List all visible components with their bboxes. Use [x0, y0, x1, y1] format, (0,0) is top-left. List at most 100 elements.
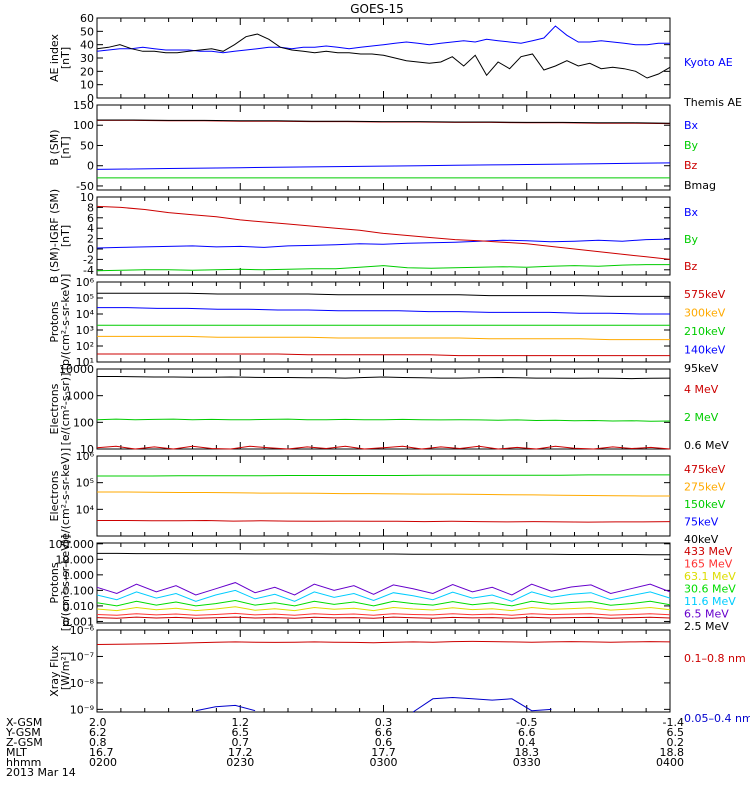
x-axis-value: 0200: [89, 756, 117, 769]
bigrf-legend-entry: Bx: [684, 206, 699, 219]
x-axis-row-label: Y-GSM: [5, 726, 41, 739]
protons2-legend-entry: 63.1 MeV: [684, 570, 736, 583]
ae-series-line: [96, 33, 671, 79]
protons2-ytick-label: 100.000: [49, 538, 95, 551]
bsm-ytick-label: 150: [73, 99, 94, 112]
x-axis-value: 0.7: [232, 736, 250, 749]
electrons2-legend-entry: 150keV: [684, 498, 726, 511]
protons2-series-line: [96, 582, 671, 596]
protons2-legend-entry: 30.6 MeV: [684, 583, 736, 596]
x-axis-value: 0.8: [89, 736, 107, 749]
bsm-legend-entry: Bx: [684, 119, 699, 132]
protons2-series-line: [96, 589, 671, 602]
electrons2-legend-entry: 40keV: [684, 533, 719, 546]
protons1-series-line: [97, 353, 670, 357]
protons1-ylabel: Protons: [48, 301, 61, 342]
bigrf-ytick-label: -2: [83, 253, 94, 266]
bigrf-ytick-label: 6: [87, 212, 94, 225]
bigrf-series-line: [96, 238, 671, 249]
x-axis-row-label: X-GSM: [6, 716, 42, 729]
protons2-legend-entry: 2.5 MeV: [684, 620, 729, 633]
bigrf-legend-entry: Bz: [684, 260, 698, 273]
protons2-legend-entry: 6.5 MeV: [684, 608, 729, 621]
ae-ytick-label: 10: [80, 79, 94, 92]
bigrf-ytick-label: 4: [87, 222, 94, 235]
ae-ytick-label: 20: [80, 65, 94, 78]
x-axis-value: 18.3: [515, 746, 540, 759]
bigrf-series-line: [96, 264, 670, 272]
protons1-legend-entry: 140keV: [684, 344, 726, 357]
bigrf-ylabel: B (SM)-IGRF (SM): [48, 189, 61, 283]
xray-ylabel: Xray Flux: [48, 645, 61, 697]
bsm-ytick-label: -50: [76, 180, 94, 193]
protons2-series-line: [97, 552, 670, 556]
protons2-ylabel: Protons: [48, 562, 61, 603]
x-axis-value: 6.2: [89, 726, 107, 739]
protons1-legend-entry: 575keV: [684, 288, 726, 301]
electrons2-series-line: [97, 491, 670, 497]
plot-title: GOES-15: [350, 2, 404, 16]
protons2-ytick-label: 0.001: [63, 615, 95, 628]
electrons2-series-line: [97, 474, 670, 477]
electrons1-frame: [96, 368, 671, 450]
protons1-ytick-label: 10¹: [76, 356, 94, 369]
protons1-series-line: [97, 292, 670, 297]
bigrf-frame: [96, 196, 671, 276]
ae-ytick-label: 0: [87, 92, 94, 105]
x-axis-value: 17.7: [371, 746, 396, 759]
x-axis-value: 0.2: [667, 736, 685, 749]
protons2-ylabel: [p/(cm²-s-sr-keV)]: [59, 535, 72, 632]
electrons2-frame: [96, 455, 671, 537]
electrons1-legend-entry: 0.6 MeV: [684, 439, 729, 452]
x-axis-value: 0.3: [375, 716, 393, 729]
x-axis-value: 0400: [656, 756, 684, 769]
protons1-series-line: [97, 307, 670, 315]
bsm-series-line: [96, 162, 671, 170]
protons1-ylabel: [p/(cm²-s-sr-keV)]: [59, 274, 72, 371]
bigrf-ytick-label: -4: [83, 264, 94, 277]
x-axis-value: 0.4: [518, 736, 536, 749]
bsm-legend-entry: Bz: [684, 159, 698, 172]
xray-ylabel: [W/m²]: [59, 652, 72, 690]
protons1-legend-entry: 95keV: [684, 362, 719, 375]
protons2-ytick-label: 0.100: [63, 584, 95, 597]
bigrf-ytick-label: 2: [87, 233, 94, 246]
ae-legend-entry: Themis AE: [683, 96, 742, 109]
electrons1-ytick-label: 10000: [59, 363, 94, 376]
bsm-ytick-label: 100: [73, 119, 94, 132]
x-axis-value: -1.4: [663, 716, 684, 729]
xray-series-line: [96, 640, 671, 645]
protons2-legend-entry: 11.6 MeV: [684, 595, 736, 608]
x-axis-date: 2013 Mar 14: [6, 766, 76, 779]
bigrf-ylabel: [nT]: [59, 225, 72, 247]
electrons2-legend-entry: 275keV: [684, 481, 726, 494]
protons2-series-line: [96, 616, 671, 619]
x-axis-row-label: hhmm: [6, 756, 41, 769]
x-axis-value: 6.6: [375, 726, 393, 739]
bsm-series-line: [97, 119, 671, 124]
electrons1-series-line: [96, 418, 671, 422]
electrons1-legend-entry: 2 MeV: [684, 411, 719, 424]
electrons1-ylabel: Electrons: [48, 383, 61, 434]
electrons2-series-line: [97, 519, 671, 523]
bigrf-ytick-label: 8: [87, 201, 94, 214]
x-axis-value: 18.8: [660, 746, 685, 759]
xray-ytick-label: 10⁻⁸: [70, 677, 95, 690]
protons1-legend-entry: 210keV: [684, 325, 726, 338]
x-axis-value: 0330: [513, 756, 541, 769]
bsm-frame: [96, 104, 671, 191]
bsm-ylabel: [nT]: [59, 136, 72, 158]
ae-series-line: [96, 25, 670, 54]
protons2-ytick-label: 10.000: [56, 553, 95, 566]
xray-legend-entry: 0.1–0.8 nm: [684, 652, 746, 665]
protons1-ytick-label: 10²: [76, 340, 94, 353]
x-axis-value: 17.2: [228, 746, 253, 759]
electrons1-ytick-label: 1000: [66, 390, 94, 403]
electrons1-legend-entry: 4 MeV: [684, 383, 719, 396]
electrons1-series-line: [97, 376, 671, 380]
protons2-legend-entry: 433 MeV: [684, 545, 733, 558]
bigrf-ytick-label: 10: [80, 191, 94, 204]
x-axis-value: 1.2: [232, 716, 250, 729]
x-axis-value: 6.6: [518, 726, 536, 739]
